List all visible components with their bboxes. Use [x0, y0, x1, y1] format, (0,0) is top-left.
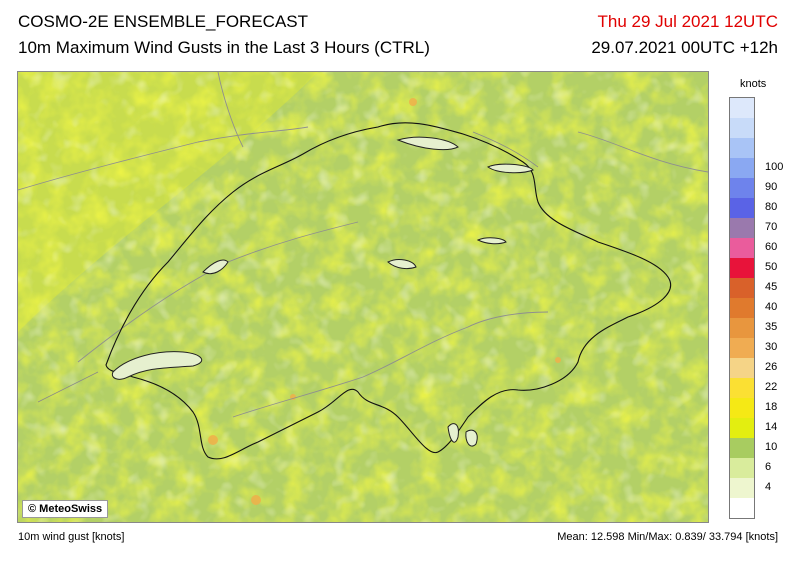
legend-swatch — [730, 298, 754, 318]
legend-tick-label: 4 — [765, 481, 772, 493]
border-line — [217, 72, 244, 148]
orange-gust-spots — [208, 98, 561, 505]
copyright-symbol: © — [28, 503, 37, 515]
legend-swatch — [730, 178, 754, 198]
legend-tick-label: 60 — [765, 241, 778, 253]
lake-walen — [476, 237, 507, 245]
lake-lucerne — [387, 259, 417, 270]
legend-swatch — [730, 218, 754, 238]
legend-swatch — [730, 318, 754, 338]
wind-gust-map: © MeteoSwiss — [17, 71, 709, 523]
legend-swatch — [730, 258, 754, 278]
valid-time: Thu 29 Jul 2021 12UTC — [597, 12, 779, 31]
legend-swatch — [730, 438, 754, 458]
lake-lugano — [465, 429, 478, 447]
legend-swatch — [730, 498, 754, 518]
legend-swatch — [730, 238, 754, 258]
legend-swatch — [730, 378, 754, 398]
legend-swatch — [730, 398, 754, 418]
rivers — [37, 131, 539, 403]
legend-swatch — [730, 158, 754, 178]
legend-tick-label: 70 — [765, 221, 778, 233]
legend-tick-label: 18 — [765, 401, 778, 413]
legend-swatch — [730, 338, 754, 358]
product-subtitle: 10m Maximum Wind Gusts in the Last 3 Hou… — [18, 38, 430, 57]
rhone-river — [37, 371, 99, 403]
pale-gust-patches — [18, 72, 708, 522]
legend-tick-label: 35 — [765, 321, 778, 333]
legend-swatch — [730, 478, 754, 498]
lakes — [111, 136, 534, 447]
lake-zurich-east — [487, 163, 534, 174]
lake-maggiore — [447, 423, 459, 443]
legend-swatch — [730, 458, 754, 478]
gust-spot — [208, 435, 218, 445]
border-line — [232, 326, 469, 418]
border-line — [577, 131, 708, 173]
legend-tick-label: 50 — [765, 261, 778, 273]
product-title: COSMO-2E ENSEMBLE_FORECAST — [18, 12, 309, 31]
copyright-notice: © MeteoSwiss — [22, 500, 109, 518]
rhine-river — [472, 131, 539, 168]
legend-tick-label: 10 — [765, 441, 778, 453]
legend-swatch — [730, 138, 754, 158]
field-statistics: Mean: 12.598 Min/Max: 0.839/ 33.794 [kno… — [557, 531, 778, 543]
legend-unit: knots — [740, 78, 767, 90]
lake-neuchatel — [202, 259, 229, 275]
switzerland-border — [105, 122, 671, 460]
gust-spot — [409, 98, 417, 106]
legend-swatch — [730, 358, 754, 378]
lake-geneva — [111, 351, 203, 380]
copyright-holder: MeteoSwiss — [39, 503, 103, 515]
legend-tick-label: 45 — [765, 281, 778, 293]
legend-tick-label: 22 — [765, 381, 778, 393]
legend-tick-label: 26 — [765, 361, 778, 373]
legend-swatch — [730, 198, 754, 218]
legend-swatch — [730, 118, 754, 138]
gust-spot — [251, 495, 261, 505]
legend-tick-label: 30 — [765, 341, 778, 353]
border-line — [467, 311, 549, 328]
legend-tick-label: 90 — [765, 181, 778, 193]
legend-swatch — [730, 418, 754, 438]
legend-tick-label: 14 — [765, 421, 778, 433]
legend-tick-label: 6 — [765, 461, 772, 473]
color-legend — [729, 97, 755, 519]
gust-spot — [555, 357, 561, 363]
run-info: 29.07.2021 00UTC +12h — [591, 38, 778, 57]
variable-label: 10m wind gust [knots] — [18, 531, 125, 543]
legend-swatch — [730, 98, 754, 118]
legend-tick-label: 80 — [765, 201, 778, 213]
legend-tick-label: 100 — [765, 161, 784, 173]
legend-tick-label: 40 — [765, 301, 778, 313]
border-line — [18, 126, 309, 191]
legend-swatch — [730, 278, 754, 298]
lake-constance — [396, 136, 459, 151]
map-canvas — [18, 72, 708, 522]
